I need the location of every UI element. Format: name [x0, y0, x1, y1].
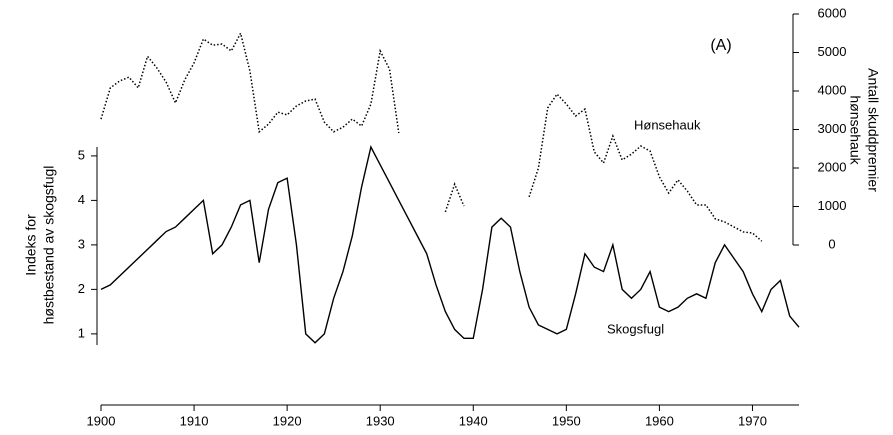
y2-tick-label: 3000: [818, 121, 847, 136]
x-tick-label: 1910: [180, 413, 209, 428]
panel-label: (A): [710, 37, 731, 54]
y2-axis-label: hønsehauk: [847, 95, 863, 165]
y-tick-label: 4: [78, 192, 85, 207]
x-tick-label: 1930: [366, 413, 395, 428]
x-tick-label: 1920: [273, 413, 302, 428]
y-axis-label: høstbestand av skogsfugl: [41, 166, 57, 325]
x-tick-label: 1950: [552, 413, 581, 428]
y-tick-label: 1: [78, 325, 85, 340]
y2-tick-label: 0: [828, 236, 835, 251]
series-line: [100, 31, 763, 242]
y2-tick-label: 2000: [818, 159, 847, 174]
y-axis-label: Indeks for: [23, 214, 39, 276]
y-tick-label: 2: [78, 281, 85, 296]
y2-tick-label: 6000: [818, 5, 847, 20]
x-tick-label: 1940: [459, 413, 488, 428]
x-tick-label: 1960: [645, 413, 674, 428]
y-tick-label: 5: [78, 147, 85, 162]
series-label: Skogsfugl: [607, 321, 664, 336]
series-label: Hønsehauk: [634, 117, 701, 132]
y2-tick-label: 1000: [818, 198, 847, 213]
series-line: [100, 145, 800, 344]
y-tick-label: 3: [78, 236, 85, 251]
y2-tick-label: 4000: [818, 82, 847, 97]
y2-axis-label: Antall skuddpremier: [865, 68, 881, 192]
x-tick-label: 1900: [87, 413, 116, 428]
y2-tick-label: 5000: [818, 44, 847, 59]
x-tick-label: 1970: [738, 413, 767, 428]
